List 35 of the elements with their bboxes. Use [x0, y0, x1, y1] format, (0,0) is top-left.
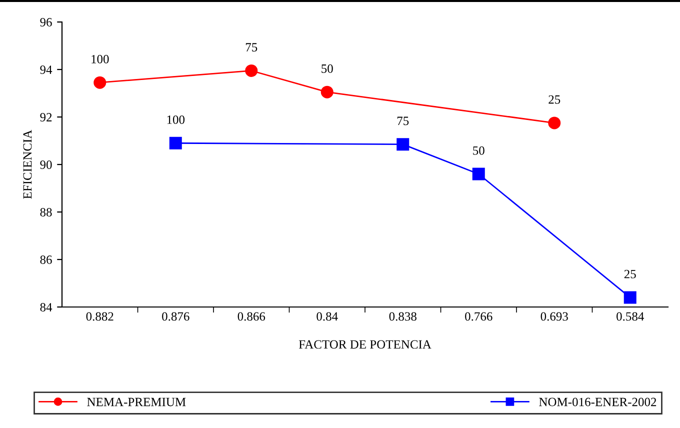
legend-label: NEMA-PREMIUM: [87, 398, 186, 406]
legend-label: NOM-016-ENER-2002: [539, 398, 656, 406]
x-tick-label: 0.876: [162, 312, 190, 321]
y-tick-label: 86: [40, 256, 52, 264]
point: [472, 168, 485, 180]
annotation: 50: [322, 64, 333, 73]
x-tick-label: 0.838: [389, 312, 416, 321]
x-tick-label: 0.584: [616, 312, 644, 321]
x-axis-title: FACTOR DE POTENCIA: [298, 340, 432, 349]
y-tick-label: 96: [40, 18, 52, 26]
y-tick-label: 84: [40, 303, 52, 312]
point: [548, 116, 561, 130]
annotation: 25: [548, 95, 560, 104]
y-tick-label: 92: [40, 113, 52, 122]
point: [245, 64, 258, 77]
x-tick-label: 0.882: [86, 312, 114, 321]
x-tick-label: 0.84: [316, 312, 338, 321]
point: [320, 86, 334, 98]
point: [624, 291, 636, 304]
y-tick-label: 90: [40, 160, 52, 169]
annotation: 100: [167, 115, 185, 124]
annotation: 50: [473, 146, 484, 155]
point: [94, 76, 106, 89]
annotation: 75: [246, 43, 258, 52]
x-tick-label: 0.693: [540, 312, 568, 321]
y-axis-title: EFICIENCIA: [23, 130, 32, 199]
x-tick-label: 0.766: [465, 312, 492, 321]
x-tick-label: 0.866: [238, 312, 266, 321]
y-tick-label: 88: [40, 208, 52, 216]
annotation: 100: [92, 54, 109, 64]
annotation: 75: [397, 116, 409, 126]
annotation: 25: [624, 270, 636, 278]
point: [396, 138, 410, 151]
point: [169, 136, 182, 150]
y-tick-label: 94: [40, 66, 52, 74]
